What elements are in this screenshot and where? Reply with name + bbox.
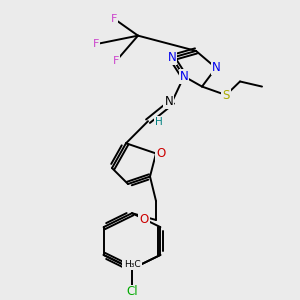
Text: F: F [113, 56, 119, 66]
Text: H: H [155, 117, 163, 127]
Text: S: S [222, 88, 230, 102]
Text: O: O [140, 214, 148, 226]
Text: F: F [93, 39, 99, 49]
Text: F: F [111, 14, 117, 24]
Text: N: N [164, 95, 173, 108]
Text: N: N [168, 51, 176, 64]
Text: O: O [156, 147, 165, 160]
Text: N: N [180, 70, 188, 83]
Text: Cl: Cl [126, 286, 138, 298]
Text: N: N [212, 61, 220, 74]
Text: CH₃: CH₃ [123, 260, 140, 269]
Text: H₃C: H₃C [124, 260, 141, 269]
